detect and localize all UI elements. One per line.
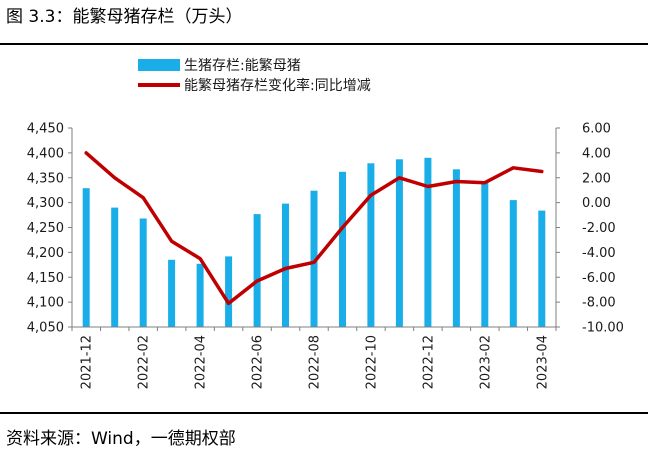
- right-tick-label: -4.00: [582, 246, 616, 261]
- right-tick-label: -10.00: [582, 321, 624, 336]
- bar-2022-08: [310, 190, 318, 327]
- legend: 生猪存栏:能繁母猪 能繁母猪存栏变化率:同比增减: [138, 58, 371, 94]
- bar-2022-05: [225, 256, 233, 327]
- left-tick-label: 4,450: [27, 122, 64, 137]
- bottom-rule: [0, 412, 648, 414]
- top-rule: [0, 43, 648, 45]
- x-tick-label: 2022-04: [194, 335, 209, 389]
- bar-2023-02: [481, 181, 489, 327]
- left-tick-label: 4,400: [27, 146, 64, 161]
- left-tick-label: 4,100: [27, 296, 64, 311]
- bar-2022-09: [339, 171, 346, 327]
- right-tick-label: -2.00: [582, 221, 616, 236]
- left-tick-label: 4,250: [27, 221, 64, 236]
- bar-2022-07: [282, 203, 289, 327]
- bar-2022-12: [424, 157, 432, 327]
- left-tick-label: 4,050: [27, 321, 64, 336]
- bar-2023-01: [452, 169, 460, 327]
- legend-label-line: 能繁母猪存栏变化率:同比增减: [184, 77, 371, 94]
- bar-2022-03: [168, 259, 176, 327]
- x-tick-label: 2022-02: [137, 335, 152, 389]
- figure-title: 图 3.3：能繁母猪存栏（万头）: [6, 7, 243, 27]
- x-tick-label: 2022-06: [251, 335, 266, 389]
- right-tick-label: 6.00: [582, 122, 611, 137]
- left-tick-label: 4,350: [27, 171, 64, 186]
- legend-label-bar: 生猪存栏:能繁母猪: [184, 58, 301, 74]
- line-series: [84, 151, 544, 306]
- bar-2021-12: [82, 188, 90, 327]
- right-tick-label: -8.00: [582, 296, 616, 311]
- x-tick-label: 2022-12: [421, 335, 436, 389]
- figure-source: 资料来源：Wind，一德期权部: [6, 429, 236, 449]
- bar-2022-02: [139, 218, 147, 327]
- yoy-change-line: [84, 151, 544, 306]
- x-tick-label: 2021-12: [80, 335, 95, 389]
- right-tick-label: 2.00: [582, 171, 611, 186]
- bar-series: [82, 157, 546, 327]
- bar-2023-04: [538, 210, 546, 327]
- x-tick-label: 2022-08: [308, 335, 323, 389]
- bar-2022-11: [395, 159, 403, 327]
- right-tick-label: -6.00: [582, 271, 616, 286]
- bar-2022-04: [196, 263, 204, 327]
- left-tick-label: 4,150: [27, 271, 64, 286]
- x-tick-label: 2023-02: [478, 335, 493, 389]
- bar-2022-10: [367, 163, 375, 327]
- left-tick-label: 4,300: [27, 196, 64, 211]
- left-tick-label: 4,200: [27, 246, 64, 261]
- bar-2023-03: [509, 200, 517, 327]
- bar-line-chart: 生猪存栏:能繁母猪 能繁母猪存栏变化率:同比增减 4,050 4,100 4,150…: [27, 58, 624, 390]
- bar-2022-01: [111, 207, 119, 327]
- axes: 4,050 4,100 4,150 4,200 4,250 4,300 4,350 4,400…: [27, 122, 624, 390]
- bar-2022-06: [253, 214, 261, 327]
- x-tick-label: 2022-10: [364, 335, 379, 389]
- right-tick-label: 4.00: [582, 146, 611, 161]
- x-tick-label: 2023-04: [535, 335, 550, 389]
- right-tick-label: 0.00: [582, 196, 611, 211]
- legend-swatch-bar: [138, 59, 180, 71]
